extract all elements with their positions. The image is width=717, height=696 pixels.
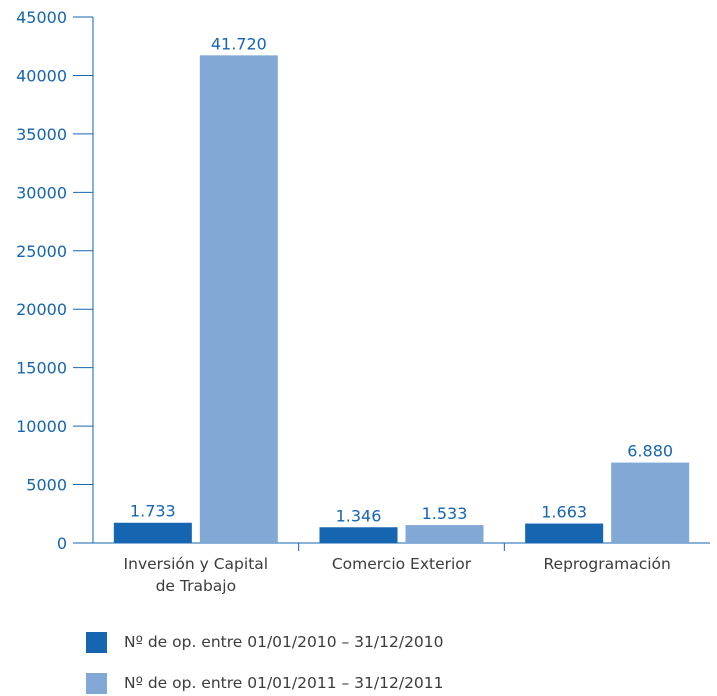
bar-chart: 0 5000 10000 15000 20000 25000 30000 35000 40000…: [16, 8, 710, 595]
bar: [611, 462, 690, 543]
bar: [113, 522, 192, 543]
y-tick-label: 15000: [16, 359, 67, 378]
data-label: 1.346: [336, 506, 382, 525]
y-tick-label: 5000: [26, 476, 67, 495]
legend-swatch-2010: [86, 632, 107, 653]
y-tick-label: 35000: [16, 125, 67, 144]
y-tick-label: 10000: [16, 417, 67, 436]
bars: [113, 55, 690, 544]
bar: [405, 525, 484, 543]
bar: [199, 55, 278, 544]
category-label: Inversión y Capital: [124, 555, 269, 573]
category-label: Reprogramación: [543, 555, 670, 573]
category-label: Comercio Exterior: [332, 555, 472, 573]
bar: [525, 523, 604, 543]
data-label: 6.880: [627, 442, 673, 461]
data-label: 1.733: [130, 502, 176, 521]
bar: [319, 527, 398, 543]
data-label: 1.663: [541, 503, 587, 522]
y-axis: 0 5000 10000 15000 20000 25000 30000 35000 40000…: [16, 8, 94, 553]
y-tick-label: 0: [57, 534, 67, 553]
y-tick-label: 25000: [16, 242, 67, 261]
legend-label-2011: Nº de op. entre 01/01/2011 – 31/12/2011: [124, 674, 444, 692]
category-labels: Inversión y Capital de Trabajo Comercio Ex…: [124, 555, 671, 595]
y-tick-label: 20000: [16, 300, 67, 319]
data-label: 1.533: [422, 504, 468, 523]
category-label: de Trabajo: [156, 577, 237, 595]
data-label: 41.720: [211, 34, 267, 53]
y-tick-label: 30000: [16, 183, 67, 202]
y-tick-label: 40000: [16, 66, 67, 85]
data-labels: 1.733 41.720 1.346 1.533 1.663 6.880: [130, 34, 673, 525]
legend-swatch-2011: [86, 673, 107, 694]
x-axis: [93, 542, 710, 551]
legend-label-2010: Nº de op. entre 01/01/2010 – 31/12/2010: [124, 633, 444, 651]
y-tick-label: 45000: [16, 8, 67, 27]
